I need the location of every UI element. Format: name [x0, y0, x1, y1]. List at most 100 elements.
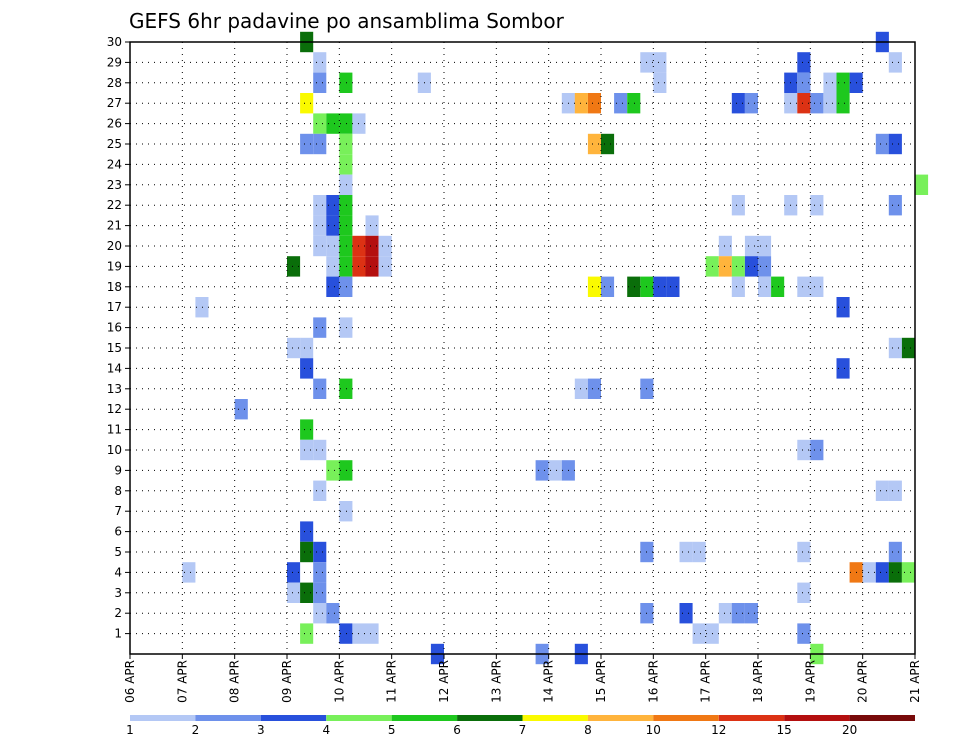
heatmap-cell — [287, 562, 301, 583]
x-tick-label: 20 APR — [856, 660, 870, 703]
heatmap-cell — [797, 541, 811, 563]
heatmap-cell — [326, 276, 340, 297]
y-tick-label: 1 — [114, 627, 122, 641]
y-tick-label: 20 — [107, 239, 122, 253]
heatmap-cell — [797, 439, 811, 461]
colorbar-segment — [784, 715, 850, 721]
y-tick-label: 22 — [107, 198, 122, 212]
heatmap-cell — [587, 378, 601, 399]
colorbar-label: 6 — [453, 723, 461, 737]
colorbar-label: 20 — [842, 723, 857, 737]
y-tick-label: 19 — [107, 259, 122, 273]
colorbar-label: 2 — [192, 723, 200, 737]
heatmap-cell — [300, 439, 314, 461]
heatmap-cell — [810, 276, 824, 297]
heatmap-cell — [326, 603, 340, 624]
colorbar-segment — [718, 715, 785, 721]
colorbar-segment — [326, 715, 392, 721]
heatmap-cell — [339, 235, 353, 257]
heatmap-cell — [300, 93, 314, 114]
heatmap-cell — [810, 93, 824, 114]
heatmap-cell — [313, 480, 327, 501]
heatmap-cell — [888, 562, 902, 583]
y-tick-label: 5 — [114, 545, 122, 559]
heatmap-cell — [313, 439, 327, 461]
heatmap-cell — [587, 276, 601, 297]
heatmap-cell — [731, 276, 745, 297]
heatmap-cell — [300, 419, 314, 440]
y-tick-label: 13 — [107, 382, 122, 396]
heatmap-cell — [587, 93, 601, 114]
heatmap-cell — [888, 195, 902, 216]
x-tick-label: 09 APR — [280, 660, 294, 703]
heatmap-cell — [797, 582, 811, 603]
heatmap-cell — [339, 460, 353, 481]
colorbar-label: 4 — [322, 723, 330, 737]
heatmap-cell — [653, 72, 667, 93]
heatmap-cell — [287, 337, 301, 359]
heatmap-cell — [744, 235, 758, 257]
heatmap-cell — [313, 133, 327, 155]
heatmap-cell — [731, 195, 745, 216]
x-tick-label: 08 APR — [228, 660, 242, 703]
x-tick-label: 07 APR — [175, 660, 189, 703]
y-tick-label: 27 — [107, 96, 122, 110]
heatmap-cell — [862, 562, 876, 583]
heatmap-cell — [365, 256, 379, 277]
heatmap-cell — [627, 93, 641, 114]
colorbar-label: 1 — [126, 723, 134, 737]
y-tick-label: 14 — [107, 361, 122, 375]
y-tick-label: 9 — [114, 463, 122, 477]
heatmap-cell — [823, 93, 837, 114]
x-tick-label: 21 APR — [908, 660, 922, 703]
y-tick-label: 8 — [114, 484, 122, 498]
heatmap-cell — [339, 501, 353, 522]
colorbar-label: 8 — [584, 723, 592, 737]
colorbar-label: 5 — [388, 723, 396, 737]
heatmap-cell — [548, 460, 562, 481]
x-tick-label: 10 APR — [332, 660, 346, 703]
heatmap-cell — [182, 562, 196, 583]
heatmap-cell — [653, 52, 667, 73]
heatmap-cell — [287, 582, 301, 603]
x-tick-label: 14 APR — [542, 660, 556, 703]
heatmap-cell — [666, 276, 680, 297]
heatmap-cell — [731, 603, 745, 624]
y-tick-label: 23 — [107, 178, 122, 192]
heatmap-cell — [797, 93, 811, 114]
y-axis-ticks: 1234567891011121314151617181920212223242… — [107, 35, 130, 641]
heatmap-cell — [875, 562, 889, 583]
y-tick-label: 21 — [107, 219, 122, 233]
heatmap-cell — [313, 113, 327, 134]
colorbar-label: 10 — [646, 723, 661, 737]
heatmap-cell — [326, 113, 340, 134]
heatmap-cell — [313, 72, 327, 93]
y-tick-label: 15 — [107, 341, 122, 355]
heatmap-cell — [875, 133, 889, 155]
heatmap-cell — [758, 276, 772, 297]
x-tick-label: 19 APR — [803, 660, 817, 703]
heatmap-cell — [339, 256, 353, 277]
heatmap-cell — [679, 603, 693, 624]
heatmap-cell — [797, 623, 811, 644]
y-tick-label: 24 — [107, 157, 122, 171]
heatmap-cell — [574, 378, 588, 399]
heatmap-cell — [601, 133, 615, 155]
heatmap-cell — [339, 378, 353, 399]
heatmap-cell — [313, 235, 327, 257]
heatmap-cell — [797, 72, 811, 93]
heatmap-cell — [300, 358, 314, 379]
y-tick-label: 17 — [107, 300, 122, 314]
y-tick-label: 11 — [107, 423, 122, 437]
heatmap-cell — [771, 276, 785, 297]
y-tick-label: 25 — [107, 137, 122, 151]
heatmap-cell — [365, 623, 379, 644]
heatmap-cell — [326, 195, 340, 216]
y-tick-label: 3 — [114, 586, 122, 600]
heatmap-cell — [836, 72, 850, 93]
y-tick-label: 28 — [107, 76, 122, 90]
colorbar-label: 3 — [257, 723, 265, 737]
x-tick-label: 13 APR — [489, 660, 503, 703]
heatmap-cell — [195, 297, 209, 318]
heatmap-cell — [326, 256, 340, 277]
